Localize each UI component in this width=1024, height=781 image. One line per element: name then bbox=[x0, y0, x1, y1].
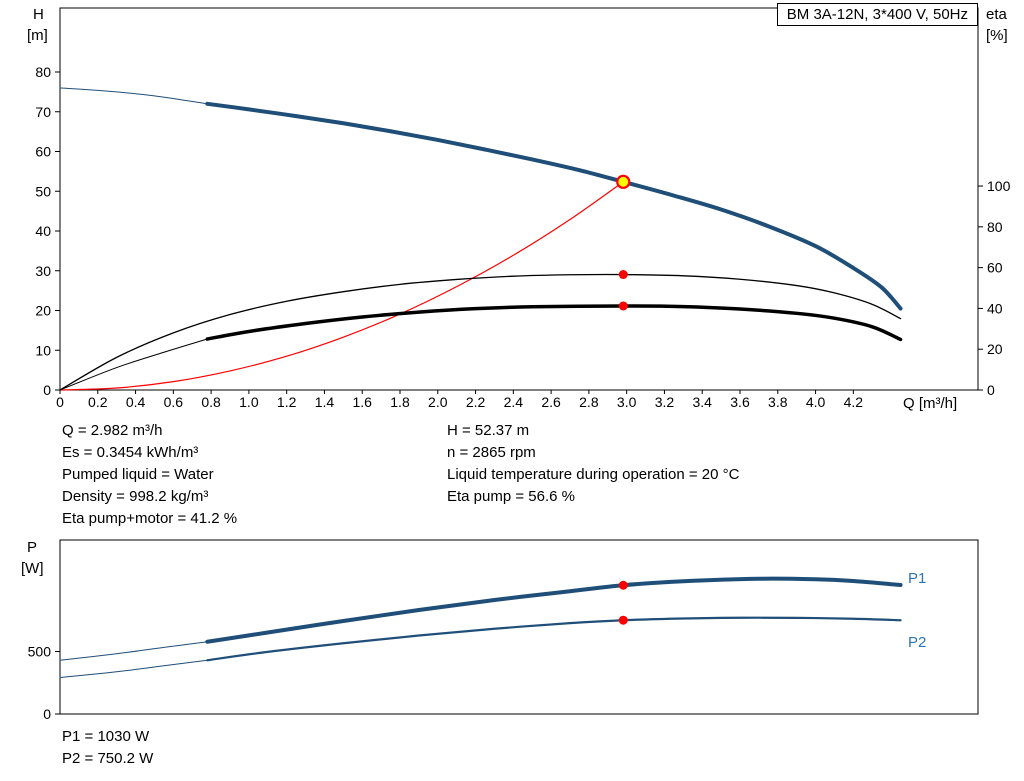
y-tick-label: 60 bbox=[35, 144, 51, 160]
x-tick-label: 3.2 bbox=[655, 394, 675, 410]
duty-info-left: Q = 2.982 m³/h Es = 0.3454 kWh/m³ Pumped… bbox=[62, 420, 237, 530]
p1-dot bbox=[618, 580, 628, 590]
p-axis-title: P [W] bbox=[21, 537, 44, 579]
y-tick-label: 20 bbox=[35, 303, 51, 319]
info-line-temperature: Liquid temperature during operation = 20… bbox=[447, 466, 740, 483]
info-line-h: H = 52.37 m bbox=[447, 422, 530, 439]
x-tick-label: 3.8 bbox=[768, 394, 788, 410]
x-tick-label: 1.4 bbox=[315, 394, 335, 410]
x-tick-label: 1.2 bbox=[277, 394, 297, 410]
info-line-eta-pump-motor: Eta pump+motor = 41.2 % bbox=[62, 510, 238, 527]
hq-curve-leadin bbox=[59, 87, 208, 105]
pump-title-box: BM 3A-12N, 3*400 V, 50Hz bbox=[776, 3, 978, 26]
system-curve bbox=[59, 181, 624, 391]
y2-tick-label: 80 bbox=[987, 219, 1003, 235]
h-axis-unit: [m] bbox=[27, 27, 48, 44]
eta-pump-dot bbox=[618, 270, 628, 280]
x-tick-label: 2.0 bbox=[428, 394, 448, 410]
x-tick-label: 1.0 bbox=[239, 394, 259, 410]
y2-tick-label: 60 bbox=[987, 260, 1003, 276]
info-line-n: n = 2865 rpm bbox=[447, 444, 536, 461]
info-line-liquid: Pumped liquid = Water bbox=[62, 466, 214, 483]
p1-curve-leadin bbox=[59, 641, 208, 661]
x-tick-label: 4.0 bbox=[806, 394, 826, 410]
y-tick-label: 0 bbox=[43, 706, 51, 722]
y2-tick-label: 20 bbox=[987, 341, 1003, 357]
x-tick-label: 1.8 bbox=[390, 394, 410, 410]
p1-curve bbox=[205, 576, 903, 644]
x-tick-label: 4.2 bbox=[844, 394, 864, 410]
y-tick-label: 40 bbox=[35, 223, 51, 239]
x-tick-label: 0.4 bbox=[126, 394, 146, 410]
eta-axis-symbol: eta bbox=[986, 6, 1007, 23]
info-line-eta-pump: Eta pump = 56.6 % bbox=[447, 488, 575, 505]
y-tick-label: 50 bbox=[35, 183, 51, 199]
info-line-p2: P2 = 750.2 W bbox=[62, 750, 154, 767]
x-tick-label: 2.2 bbox=[466, 394, 486, 410]
chart-1: 0 10 20 30 40 50 60 70 80 0 20 40 60 80 100 0 0.2 0.4 0.6 0… bbox=[35, 7, 1011, 410]
x-tick-label: 2.6 bbox=[541, 394, 561, 410]
x-tick-label: 0.2 bbox=[88, 394, 108, 410]
eta-pump-motor-leadin bbox=[59, 338, 208, 391]
y-tick-label: 30 bbox=[35, 263, 51, 279]
y-tick-label: 70 bbox=[35, 104, 51, 120]
x-tick-label: 2.4 bbox=[504, 394, 524, 410]
p-axis-unit: [W] bbox=[21, 560, 44, 577]
plot-frame bbox=[59, 7, 979, 391]
h-axis-title: H [m] bbox=[27, 4, 48, 46]
y2-tick-label: 0 bbox=[987, 382, 995, 398]
eta-pump-curve bbox=[59, 273, 902, 391]
duty-point-marker[interactable] bbox=[616, 174, 631, 189]
p-axis-symbol: P bbox=[27, 539, 38, 556]
y-tick-label: 80 bbox=[35, 64, 51, 80]
info-line-es: Es = 0.3454 kWh/m³ bbox=[62, 444, 199, 461]
x-tick-label: 1.6 bbox=[352, 394, 372, 410]
q-axis-label: Q [m³/h] bbox=[903, 395, 958, 412]
h-axis-symbol: H bbox=[33, 6, 44, 23]
chart-2: 0 500 bbox=[28, 539, 979, 722]
x-tick-label: 2.8 bbox=[579, 394, 599, 410]
p2-series-label: P2 bbox=[908, 634, 927, 651]
y2-tick-label: 100 bbox=[987, 178, 1011, 194]
p2-dot bbox=[618, 615, 628, 625]
x-tick-label: 0.6 bbox=[164, 394, 184, 410]
hq-curve bbox=[205, 101, 903, 311]
y-tick-label: 0 bbox=[43, 382, 51, 398]
x-tick-label: 3.0 bbox=[617, 394, 637, 410]
plot-frame bbox=[59, 539, 979, 715]
power-info: P1 = 1030 W P2 = 750.2 W bbox=[62, 726, 153, 770]
eta-pump-motor-dot bbox=[618, 301, 628, 311]
p2-curve-leadin bbox=[59, 659, 208, 678]
y2-tick-label: 40 bbox=[987, 300, 1003, 316]
p1-series-label: P1 bbox=[908, 570, 927, 587]
y-tick-label: 500 bbox=[28, 644, 52, 660]
eta-pump-motor-curve bbox=[205, 304, 903, 342]
info-line-density: Density = 998.2 kg/m³ bbox=[62, 488, 209, 505]
eta-axis-unit: [%] bbox=[986, 27, 1008, 44]
p2-curve bbox=[206, 616, 902, 662]
duty-info-right: H = 52.37 m n = 2865 rpm Liquid temperat… bbox=[447, 420, 739, 508]
x-tick-label: 0 bbox=[56, 394, 64, 410]
y-tick-label: 10 bbox=[35, 342, 51, 358]
x-tick-label: 3.6 bbox=[730, 394, 750, 410]
info-line-q: Q = 2.982 m³/h bbox=[62, 422, 163, 439]
x-tick-label: 3.4 bbox=[692, 394, 712, 410]
info-line-p1: P1 = 1030 W bbox=[62, 728, 150, 745]
x-tick-label: 0.8 bbox=[201, 394, 221, 410]
eta-axis-title: eta [%] bbox=[986, 4, 1008, 46]
